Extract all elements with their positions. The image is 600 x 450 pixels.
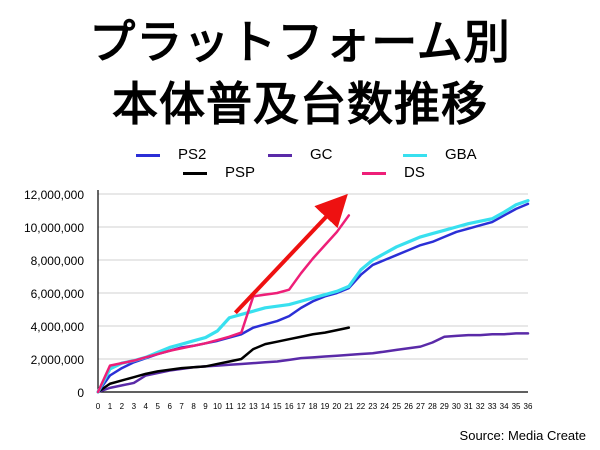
y-tick-label: 2,000,000 [31, 353, 85, 367]
x-tick-label: 35 [512, 402, 521, 411]
y-tick-labels: 0 2,000,000 4,000,000 6,000,000 8,000,000 10,… [24, 188, 84, 400]
series-line-psp [96, 326, 351, 394]
legend-swatch-ps2 [136, 154, 160, 157]
x-tick-label: 32 [476, 402, 485, 411]
legend-label-gba: GBA [445, 146, 477, 163]
x-tick-label: 34 [500, 402, 509, 411]
axes [97, 190, 528, 393]
y-tick-label: 8,000,000 [31, 254, 85, 268]
series-lines [96, 199, 530, 394]
legend-swatch-psp [183, 172, 207, 175]
x-tick-label: 25 [392, 402, 401, 411]
x-tick-label: 11 [225, 402, 234, 411]
source-credit: Source: Media Create [459, 428, 586, 443]
y-tick-label: 6,000,000 [31, 287, 85, 301]
x-tick-label: 6 [167, 402, 172, 411]
legend-swatch-ds [362, 172, 386, 175]
x-tick-label: 23 [368, 402, 377, 411]
y-tick-label: 0 [77, 386, 84, 400]
x-tick-label: 16 [285, 402, 294, 411]
x-tick-label: 21 [344, 402, 353, 411]
x-tick-label: 5 [155, 402, 160, 411]
x-tick-label: 8 [191, 402, 196, 411]
x-tick-label: 36 [524, 402, 533, 411]
x-tick-label: 10 [213, 402, 222, 411]
series-line-ds [96, 214, 351, 394]
x-tick-label: 31 [464, 402, 473, 411]
x-tick-label: 26 [404, 402, 413, 411]
legend-swatch-gc [268, 154, 292, 157]
x-tick-label: 15 [273, 402, 282, 411]
legend-label-ps2: PS2 [178, 146, 207, 163]
x-tick-label: 28 [428, 402, 437, 411]
x-tick-label: 22 [356, 402, 365, 411]
x-tick-label: 19 [320, 402, 329, 411]
x-tick-label: 7 [179, 402, 184, 411]
x-tick-label: 33 [488, 402, 497, 411]
grid-lines [98, 193, 528, 360]
x-tick-label: 13 [249, 402, 258, 411]
x-tick-label: 29 [440, 402, 449, 411]
y-tick-label: 10,000,000 [24, 221, 84, 235]
legend-label-gc: GC [310, 146, 333, 163]
x-tick-label: 18 [309, 402, 318, 411]
title-line-2: 本体普及台数推移 [112, 77, 488, 131]
series-line-gc [96, 332, 530, 394]
legend-swatch-gba [403, 154, 427, 157]
x-tick-label: 30 [452, 402, 461, 411]
y-tick-label: 12,000,000 [24, 188, 84, 202]
trend-arrow [233, 193, 348, 315]
x-tick-label: 20 [332, 402, 341, 411]
x-tick-label: 12 [237, 402, 246, 411]
x-tick-label: 4 [144, 402, 149, 411]
legend-label-ds: DS [404, 164, 425, 181]
title-line-1: プラットフォーム別 [89, 15, 511, 69]
x-tick-label: 9 [203, 402, 208, 411]
x-tick-label: 27 [416, 402, 425, 411]
annotations [233, 193, 348, 315]
y-tick-label: 4,000,000 [31, 320, 85, 334]
x-tick-label: 14 [261, 402, 270, 411]
x-tick-label: 0 [96, 402, 101, 411]
x-tick-label: 24 [380, 402, 389, 411]
x-tick-label: 3 [132, 402, 137, 411]
x-tick-label: 2 [120, 402, 125, 411]
x-tick-label: 17 [297, 402, 306, 411]
legend-label-psp: PSP [225, 164, 256, 181]
x-tick-label: 1 [108, 402, 113, 411]
x-tick-labels: 0 1 2 3 4 5 6 7 8 9 10 11 12 13 14 15 16 17 18 19 20 21 22 23 24… [96, 402, 533, 411]
series-line-gba [96, 199, 530, 394]
